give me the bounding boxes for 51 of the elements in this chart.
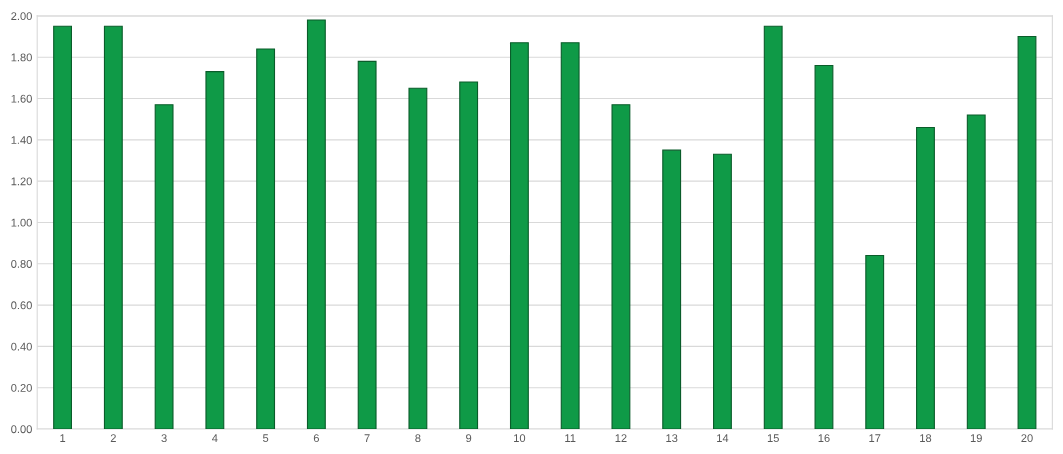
bar bbox=[865, 254, 885, 430]
x-tick-label: 6 bbox=[313, 434, 319, 443]
x-tick-label: 7 bbox=[364, 434, 370, 442]
bar bbox=[205, 71, 225, 430]
x-tick-label: 10 bbox=[514, 434, 526, 443]
x-tick-label: 8 bbox=[415, 434, 421, 443]
bar bbox=[509, 42, 529, 430]
x-tick-label: 18 bbox=[920, 434, 932, 443]
bar bbox=[763, 25, 783, 430]
y-tick-label: 1.20 bbox=[11, 177, 32, 186]
bar bbox=[916, 126, 935, 430]
x-tick-label: 14 bbox=[717, 434, 729, 442]
bar bbox=[1017, 35, 1037, 430]
y-tick-label: 2.00 bbox=[11, 12, 32, 21]
x-tick-label: 13 bbox=[666, 434, 678, 443]
bar bbox=[306, 19, 326, 430]
bar bbox=[408, 87, 428, 430]
x-tick-label: 19 bbox=[970, 434, 982, 443]
bar bbox=[256, 48, 276, 430]
y-tick-label: 0.60 bbox=[11, 301, 32, 310]
y-tick-label: 0.20 bbox=[11, 383, 32, 392]
x-tick-label: 11 bbox=[565, 434, 576, 442]
x-tick-label: 12 bbox=[615, 434, 627, 442]
x-tick-label: 16 bbox=[818, 434, 830, 443]
y-tick-label: 1.80 bbox=[11, 53, 32, 62]
y-tick-label: 0.80 bbox=[11, 260, 32, 268]
bar bbox=[53, 25, 73, 430]
x-tick-label: 9 bbox=[466, 434, 472, 443]
bar bbox=[713, 153, 732, 430]
bar bbox=[611, 104, 631, 430]
y-tick-label: 1.40 bbox=[11, 136, 32, 144]
x-tick-label: 17 bbox=[869, 434, 881, 442]
bar bbox=[154, 104, 174, 430]
x-tick-label: 20 bbox=[1021, 434, 1033, 443]
x-tick-label: 15 bbox=[767, 434, 779, 443]
x-tick-label: 1 bbox=[60, 434, 66, 442]
y-tick-label: 0.40 bbox=[11, 342, 32, 351]
bar bbox=[560, 42, 580, 430]
x-tick-label: 3 bbox=[161, 434, 167, 443]
bar bbox=[966, 114, 986, 430]
x-tick-label: 2 bbox=[110, 434, 116, 442]
y-tick-label: 1.00 bbox=[11, 218, 32, 227]
x-tick-label: 4 bbox=[212, 434, 218, 442]
y-tick-label: 0.00 bbox=[11, 425, 32, 434]
bar bbox=[662, 149, 682, 430]
bar bbox=[357, 60, 377, 430]
bar bbox=[814, 64, 834, 430]
bar bbox=[103, 25, 123, 430]
bar bbox=[459, 81, 479, 430]
y-tick-label: 1.60 bbox=[11, 94, 32, 103]
x-tick-label: 5 bbox=[262, 434, 269, 443]
